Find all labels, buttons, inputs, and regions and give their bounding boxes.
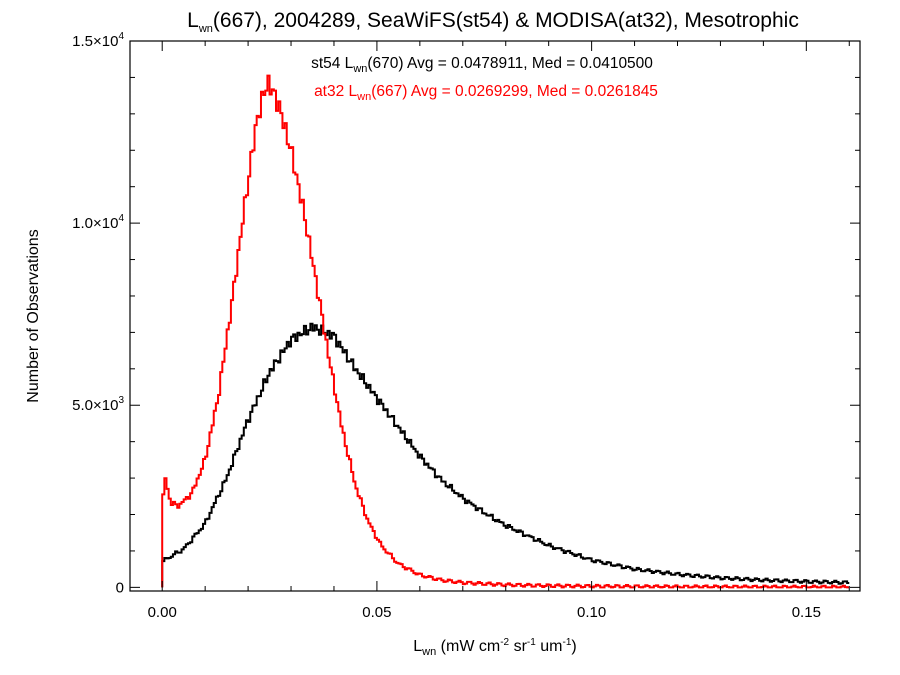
x-axis-label: Lwn (mW cm-2 sr-1 um-1): [413, 637, 576, 658]
y-axis-label: Number of Observations: [25, 229, 42, 402]
x-tick-label: 0.10: [577, 604, 606, 621]
y-tick-label: 5.0×103: [72, 395, 124, 414]
plot-frame: [129, 40, 861, 592]
x-tick-label: 0.05: [362, 604, 391, 621]
chart-title: Lwn(667), 2004289, SeaWiFS(st54) & MODIS…: [187, 9, 799, 35]
x-tick-label: 0.15: [792, 604, 821, 621]
x-tick-label: 0.00: [148, 604, 177, 621]
axis-ticks: 0.00 0.05 0.10 0.15 0 5.0×103 1.0×104 1.5×104: [72, 31, 860, 621]
y-tick-label: 1.5×104: [72, 31, 124, 50]
histogram-series-1: [161, 74, 850, 589]
legend-entry-at32: at32 Lwn(667) Avg = 0.0269299, Med = 0.0…: [314, 83, 658, 103]
legend-entry-st54: st54 Lwn(670) Avg = 0.0478911, Med = 0.0…: [311, 55, 653, 75]
series-layer: [161, 74, 850, 589]
histogram-series-0: [161, 322, 850, 588]
y-tick-label: 1.0×104: [72, 213, 124, 232]
y-tick-label: 0: [116, 579, 124, 596]
